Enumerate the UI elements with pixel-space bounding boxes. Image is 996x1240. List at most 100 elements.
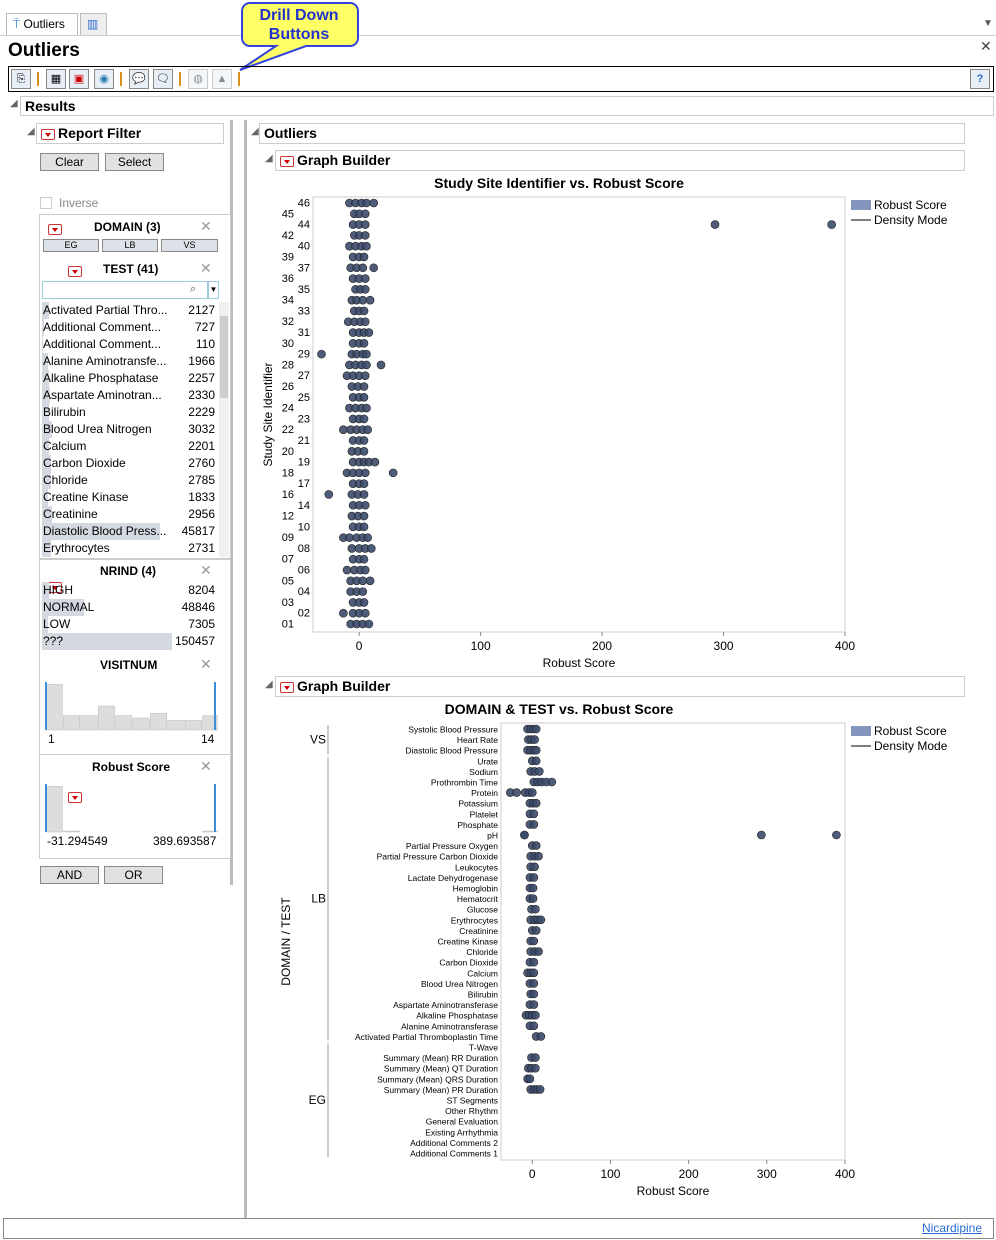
clear-button[interactable]: Clear [40,153,99,171]
item-label: Bilirubin [43,405,86,419]
filter-list-item[interactable]: Alkaline Phosphatase 2257 [42,370,217,387]
data-point [359,393,369,402]
search-options-dropdown[interactable]: ▼ [208,281,219,299]
filter-list-item[interactable]: Calcium 2201 [42,438,217,455]
disclosure-icon[interactable]: ◢ [265,679,273,690]
y-tick-label: Creatinine [459,926,498,936]
filter-list-item[interactable]: Creatine Kinase 1833 [42,489,217,506]
data-point [529,1000,539,1009]
help-button[interactable]: ? [970,69,990,89]
data-point [367,544,376,553]
report-filter-header: Report Filter [36,123,224,144]
disclosure-icon[interactable]: ◢ [10,98,18,109]
data-point [531,1053,540,1062]
y-tick-label: 31 [298,327,310,339]
filter-list-item[interactable]: HIGH 8204 [42,582,217,599]
disclosure-icon[interactable]: ◢ [265,153,273,164]
data-point [360,371,370,381]
export-button[interactable]: ⎘ [11,69,31,89]
red-triangle-menu-icon[interactable] [68,266,83,278]
scrollbar-thumb[interactable] [220,316,228,398]
x-tick-label: 0 [356,639,363,653]
item-label: Activated Partial Thro... [43,303,168,317]
filter-list-item[interactable]: Additional Comment... 110 [42,336,217,353]
disclosure-icon[interactable]: ◢ [251,126,259,137]
or-button[interactable]: OR [104,866,163,884]
data-point [530,862,539,872]
visitnum-max[interactable]: 14 [201,732,215,746]
filter-list-item[interactable]: ??? 150457 [42,633,217,650]
red-triangle-menu-icon[interactable] [41,128,55,140]
data-point [531,1063,540,1073]
item-label: Additional Comment... [43,337,162,351]
data-point [388,468,398,478]
count-bar [42,599,85,616]
comment-button[interactable]: 💬 [129,69,149,89]
select-button[interactable]: Select [105,153,164,171]
filter-list-item[interactable]: Chloride 2785 [42,472,217,489]
filter-list-item[interactable]: Activated Partial Thro... 2127 [42,302,217,319]
filter-list-item[interactable]: Diastolic Blood Press... 45817 [42,523,217,540]
remove-filter-icon[interactable]: ✕ [200,656,212,672]
nicardipine-link[interactable]: Nicardipine [922,1221,983,1235]
subset-button[interactable]: ▣ [69,69,89,89]
domain-option-lb[interactable]: LB [102,239,158,252]
item-label: Additional Comment... [43,320,162,334]
remove-filter-icon[interactable]: ✕ [200,562,212,578]
filter-list-item[interactable]: Additional Comment... 727 [42,319,217,336]
drill-down-filter-button[interactable]: ◍ [188,69,208,89]
remove-filter-icon[interactable]: ✕ [200,218,212,234]
y-tick-label: Summary (Mean) QRS Duration [377,1074,498,1084]
drill-down-graph-button[interactable]: ▲ [212,69,232,89]
filter-list-item[interactable]: Creatinine 2956 [42,506,217,523]
red-triangle-menu-icon[interactable] [280,681,294,693]
data-point [359,522,369,532]
red-triangle-menu-icon[interactable] [48,224,62,236]
inverse-checkbox[interactable] [40,197,52,209]
chart-domain-test: DOMAIN & TEST vs. Robust Score Systolic B… [279,701,948,1198]
tab-outliers[interactable]: ⍑ Outliers [6,13,78,35]
range-handle-left [45,784,47,832]
filter-list-item[interactable]: Bilirubin 2229 [42,404,217,421]
test-search-input[interactable] [42,281,208,299]
filter-list-item[interactable]: Erythrocytes 2731 [42,540,217,557]
new-report-button[interactable]: ◉ [94,69,114,89]
robust-max[interactable]: 389.693587 [153,834,217,848]
item-count: 2257 [188,371,215,385]
data-point [535,767,544,776]
histogram-bar [132,717,150,731]
robust-score-histogram[interactable] [44,782,218,834]
data-table-button[interactable]: ▦ [46,69,66,89]
filter-list-item[interactable]: Carbon Dioxide 2760 [42,455,217,472]
filter-list-item[interactable]: Aspartate Aminotran... 2330 [42,387,217,404]
robust-min[interactable]: -31.294549 [47,834,108,848]
y-tick-label: 29 [298,349,310,361]
tab-chart[interactable]: ▥ [80,13,107,35]
filter-list-item[interactable]: LOW 7305 [42,616,217,633]
menu-chevron-icon[interactable]: ▼ [983,18,993,29]
panel-divider[interactable] [244,120,247,1218]
domain-option-vs[interactable]: VS [161,239,218,252]
visitnum-histogram[interactable] [44,680,218,732]
data-point [359,446,369,456]
and-button[interactable]: AND [40,866,99,884]
data-point [358,295,368,305]
filter-list-item[interactable]: Alanine Aminotransfe... 1966 [42,353,217,370]
test-list-scrollbar[interactable] [219,302,229,557]
domain-option-eg[interactable]: EG [43,239,99,252]
close-icon[interactable]: ✕ [980,38,992,54]
remove-filter-icon[interactable]: ✕ [200,260,212,276]
red-triangle-menu-icon[interactable] [280,155,294,167]
filter-list-item[interactable]: Blood Urea Nitrogen 3032 [42,421,217,438]
data-point [359,598,369,607]
remove-filter-icon[interactable]: ✕ [200,758,212,774]
notes-button[interactable]: 🗨 [153,69,173,89]
visitnum-min[interactable]: 1 [48,732,55,746]
y-tick-label: 44 [298,219,310,231]
data-point [359,252,369,262]
red-triangle-menu-icon[interactable] [68,792,83,804]
disclosure-icon[interactable]: ◢ [27,126,35,137]
y-tick-label: 18 [282,467,294,479]
data-point [364,328,374,337]
filter-list-item[interactable]: NORMAL 48846 [42,599,217,616]
